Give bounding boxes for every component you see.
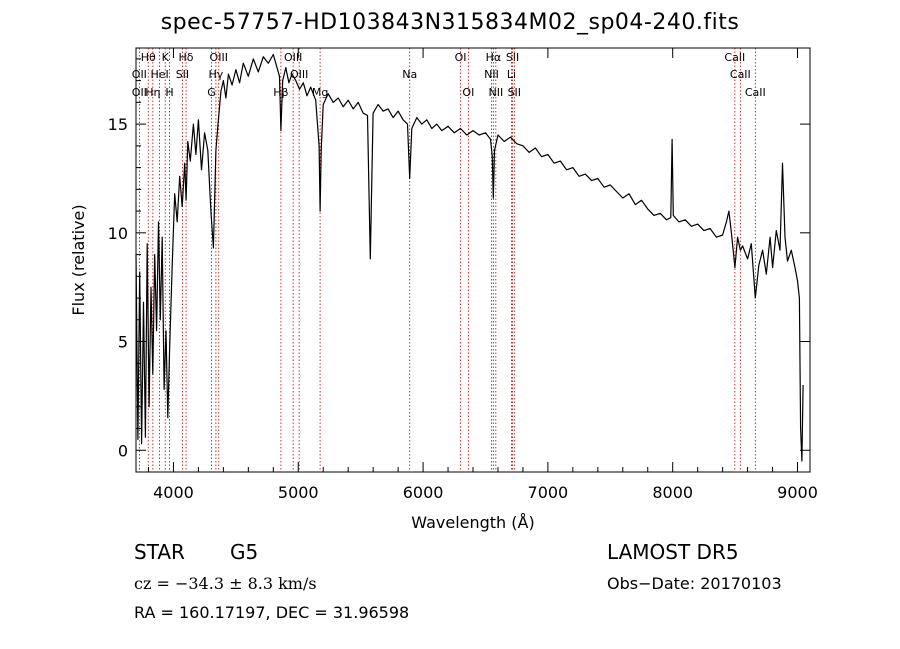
line-label: NII: [484, 68, 499, 81]
line-label: Hδ: [179, 51, 194, 64]
object-subclass: G5: [230, 540, 259, 564]
observation-date: Obs−Date: 20170103: [607, 574, 782, 593]
x-tick-label: 9000: [777, 483, 818, 502]
line-label: HeI: [150, 68, 168, 81]
y-tick-label: 5: [118, 333, 128, 352]
line-label: OI: [455, 51, 467, 64]
line-label: Hα: [486, 51, 502, 64]
line-label: CaII: [745, 86, 766, 99]
line-label: OIII: [284, 51, 302, 64]
survey-name: LAMOST DR5: [607, 540, 739, 564]
line-label: OI: [462, 86, 474, 99]
y-tick-label: 0: [118, 441, 128, 460]
x-tick-label: 7000: [528, 483, 569, 502]
line-label: SII: [176, 68, 189, 81]
plot-frame: [135, 47, 811, 473]
line-label: Hθ: [141, 51, 156, 64]
plot-title: spec-57757-HD103843N315834M02_sp04-240.f…: [160, 10, 740, 35]
line-label: Mg: [312, 86, 328, 99]
line-label: CaII: [730, 68, 751, 81]
x-tick-label: 4000: [153, 483, 194, 502]
x-tick-label: 5000: [278, 483, 319, 502]
line-label: H: [165, 86, 173, 99]
spectrum-line: [135, 53, 804, 462]
line-label: Hγ: [208, 68, 223, 81]
line-label: OII: [132, 68, 147, 81]
x-axis-label: Wavelength (Å): [411, 513, 534, 532]
line-label: SII: [506, 51, 519, 64]
y-axis-label: Flux (relative): [69, 204, 88, 315]
x-tick-label: 6000: [403, 483, 444, 502]
line-label: G: [207, 86, 216, 99]
line-label: Na: [402, 68, 417, 81]
y-axis-ticks: 0 5 10 15: [108, 58, 810, 460]
line-label: SII: [508, 86, 521, 99]
y-tick-label: 10: [108, 224, 128, 243]
line-label: K: [162, 51, 170, 64]
line-label: OIII: [210, 51, 228, 64]
line-label: NII: [488, 86, 503, 99]
y-tick-label: 15: [108, 115, 128, 134]
line-label: CaII: [724, 51, 745, 64]
coordinates-readout: RA = 160.17197, DEC = 31.96598: [134, 603, 410, 622]
line-label: Li: [507, 68, 516, 81]
object-class: STAR: [134, 540, 185, 564]
line-label: Hβ: [273, 86, 288, 99]
line-label: Hη: [145, 86, 160, 99]
x-tick-label: 8000: [652, 483, 693, 502]
redshift-readout: cz = −34.3 ± 8.3 km/s: [134, 574, 317, 593]
x-axis-ticks: 4000 5000 6000 7000 8000 9000: [147, 48, 818, 502]
